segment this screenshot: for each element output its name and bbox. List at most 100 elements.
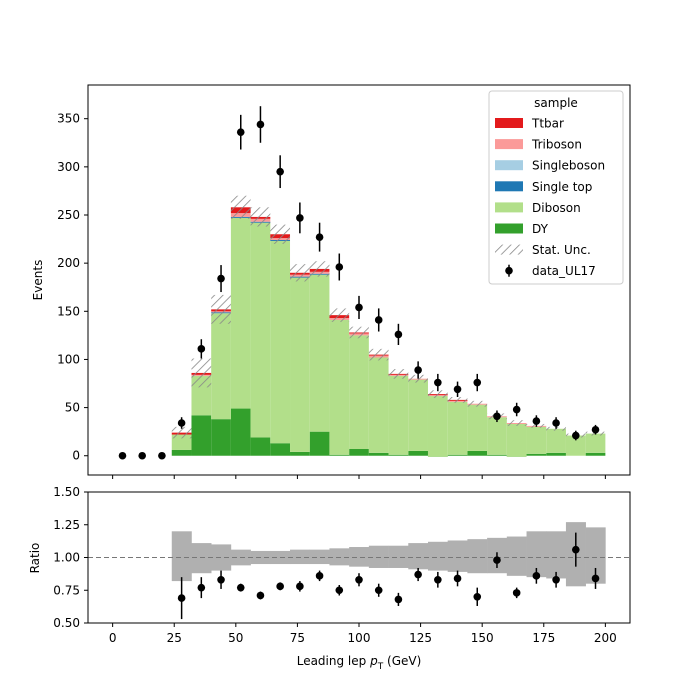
x-tick-label: 125 (409, 631, 432, 645)
x-tick-label: 50 (228, 631, 243, 645)
ratio-y-tick-label: 0.50 (53, 616, 80, 630)
ratio-point (434, 575, 442, 584)
data-point (473, 378, 482, 387)
x-tick-label: 25 (167, 631, 182, 645)
stat-unc-bin (467, 400, 488, 407)
data-point (453, 385, 462, 394)
ratio-unc-bin (546, 531, 567, 579)
bar-segment (546, 452, 566, 456)
bar-segment (506, 423, 527, 457)
bar-segment (230, 408, 251, 456)
bar-segment (546, 428, 566, 453)
ratio-y-tick-label: 0.75 (53, 583, 80, 597)
bar-segment (487, 454, 507, 456)
legend: sample Ttbar Triboson Singleboson Single top… (488, 90, 624, 285)
bar-segment (290, 451, 310, 456)
bar-segment (467, 404, 488, 451)
bar-segment (427, 396, 448, 457)
data-point (493, 412, 501, 421)
stat-unc-bin (329, 308, 350, 322)
legend-swatch (495, 244, 523, 255)
ratio-point (217, 575, 225, 584)
legend-entry-dy: DY (495, 222, 549, 236)
stat-unc-bin (368, 348, 389, 361)
main-y-axis-label: Events (31, 260, 45, 301)
legend-entry-stat-unc: Stat. Unc. (495, 243, 591, 257)
bar-segment (270, 241, 291, 444)
bar-segment (368, 452, 389, 456)
stat-unc-bin (191, 358, 212, 388)
data-point (217, 274, 225, 283)
bar-segment (329, 319, 350, 455)
data-point (394, 330, 403, 339)
bar-segment (526, 426, 547, 454)
legend-swatch (495, 118, 523, 128)
ratio-unc-bin (526, 531, 547, 578)
legend-swatch (495, 139, 523, 150)
y-tick-label: 200 (57, 256, 80, 270)
legend-swatch (495, 160, 523, 171)
bar-segment (250, 222, 271, 438)
ratio-point (335, 586, 344, 595)
data-point (335, 263, 344, 271)
data-point (118, 451, 127, 460)
bar-segment (487, 417, 507, 455)
legend-label: data_UL17 (532, 264, 596, 278)
bar-segment (250, 437, 271, 456)
legend-entry-data-ul17: data_UL17 (505, 264, 596, 278)
ratio-point (453, 574, 462, 583)
bar-segment (408, 379, 428, 451)
ratio-point (394, 595, 403, 604)
legend-swatch (495, 223, 523, 234)
stat-unc-bin (171, 426, 192, 439)
data-points (118, 106, 600, 460)
legend-entry-single-top: Single top (495, 180, 592, 194)
ratio-point (374, 586, 383, 595)
data-point (414, 366, 422, 374)
ratio-unc-bin (506, 536, 527, 576)
x-tick-label: 200 (594, 631, 617, 645)
ratio-unc-band (171, 522, 606, 587)
data-point (374, 316, 383, 324)
bar-segment (408, 450, 428, 456)
bar-segment (447, 454, 468, 456)
ratio-point (473, 593, 482, 601)
legend-label: DY (532, 222, 549, 236)
ratio-point (197, 583, 206, 592)
bar-segment (585, 433, 606, 453)
y-tick-label: 350 (57, 112, 80, 126)
legend-entry-ttbar: Ttbar (495, 117, 564, 131)
ratio-y-tick-label: 1.50 (53, 485, 80, 499)
ratio-point (276, 582, 284, 591)
ratio-point (512, 589, 521, 597)
legend-label: Single top (532, 180, 592, 194)
stat-unc-bin (506, 420, 527, 426)
ratio-y-axis-label: Ratio (28, 543, 42, 574)
bar-segment (290, 277, 310, 452)
legend-swatch (495, 181, 523, 192)
ratio-points (177, 532, 600, 620)
ratio-unc-bin (447, 540, 468, 572)
bar-segment (368, 357, 389, 453)
stat-unc-bin (290, 264, 310, 282)
x-tick-label: 75 (290, 631, 305, 645)
stat-unc-bin (349, 326, 369, 339)
data-point (296, 214, 304, 222)
stat-unc-bin (427, 390, 448, 398)
bar-segment (329, 454, 350, 456)
legend-title: sample (534, 96, 578, 110)
legend-label: Stat. Unc. (532, 243, 591, 257)
x-axis-label: Leading lep pT (GeV) (297, 654, 422, 672)
legend-label: Ttbar (531, 117, 564, 131)
ratio-unc-bin (467, 539, 488, 574)
stat-unc-bin (309, 261, 330, 277)
legend-entry-singleboson: Singleboson (495, 159, 605, 173)
stat-unc-bin (250, 207, 271, 227)
ratio-unc-bin (191, 543, 212, 574)
ratio-unc-bin (408, 543, 429, 570)
ratio-panel: 0.50 0.75 1.00 1.25 1.50 0 25 50 75 100 125 150 175… (28, 485, 631, 645)
bar-segment (526, 453, 547, 456)
bar-segment (270, 443, 291, 456)
bar-segment (447, 401, 468, 455)
